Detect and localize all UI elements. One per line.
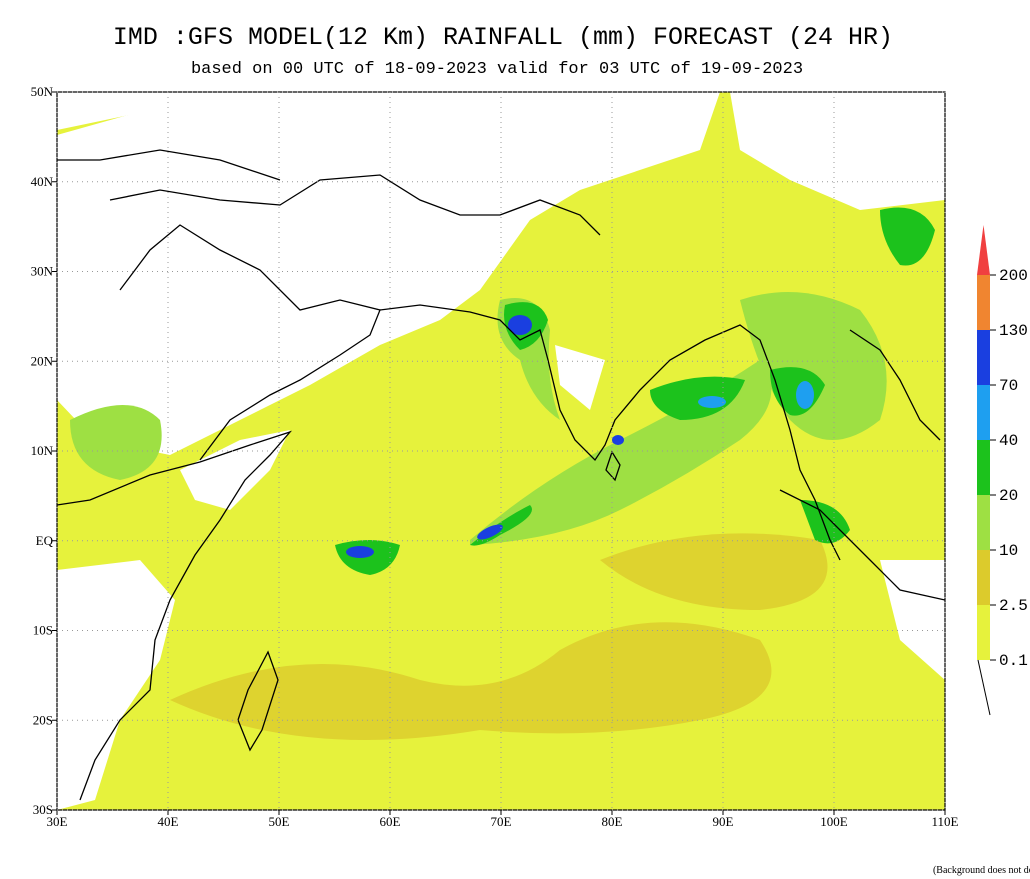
moderate-rain	[70, 405, 162, 480]
legend-label: 40	[999, 432, 1018, 450]
coastline	[109, 174, 601, 236]
heavy-rain	[800, 500, 850, 544]
x-tick-label: 60E	[380, 814, 401, 829]
legend: 0.1 2.5 10 20 40 70 130 200	[977, 225, 1028, 670]
very-heavy-rain	[796, 381, 814, 409]
dry-area	[57, 92, 720, 455]
light-rain	[170, 622, 772, 740]
legend-label: 200	[999, 267, 1028, 285]
very-heavy-rain	[477, 524, 503, 540]
very-heavy-rain	[698, 396, 726, 408]
light-rain	[600, 533, 828, 610]
very-heavy-rain	[508, 315, 532, 335]
y-tick-label: 10S	[33, 623, 53, 638]
legend-box	[977, 385, 990, 440]
dry-area	[730, 92, 945, 210]
dry-area	[880, 560, 945, 680]
axes: 30E 40E 50E 60E 70E 80E 90E 100E 110E 50N 40N 30N 20…	[31, 84, 959, 829]
y-tick-label: EQ	[36, 533, 54, 548]
legend-label: 130	[999, 322, 1028, 340]
legend-arrow	[977, 225, 990, 275]
subtitle: based on 00 UTC of 18-09-2023 valid for …	[191, 60, 803, 79]
x-tick-label: 110E	[932, 814, 959, 829]
title: IMD :GFS MODEL(12 Km) RAINFALL (mm) FORE…	[113, 23, 893, 52]
coastline	[779, 489, 945, 601]
coastline	[379, 304, 841, 561]
moderate-rain	[740, 292, 887, 440]
y-tick-label: 30N	[31, 264, 54, 279]
dry-area	[180, 430, 290, 510]
y-tick-label: 10N	[31, 443, 54, 458]
coastline	[57, 430, 293, 801]
coastline	[849, 329, 941, 441]
x-tick-label: 50E	[269, 814, 290, 829]
dry-area	[57, 92, 240, 130]
x-tick-label: 70E	[491, 814, 512, 829]
x-tick-label: 40E	[158, 814, 179, 829]
legend-label: 10	[999, 542, 1018, 560]
x-tick-label: 100E	[820, 814, 848, 829]
dry-area	[57, 560, 175, 810]
legend-label: 20	[999, 487, 1018, 505]
legend-box	[977, 550, 990, 605]
x-tick-label: 80E	[602, 814, 623, 829]
y-tick-label: 40N	[31, 174, 54, 189]
heavy-rain	[880, 207, 935, 266]
heavy-rain	[650, 376, 745, 420]
y-tick-label: 20S	[33, 712, 53, 727]
legend-box	[977, 330, 990, 385]
coastline	[605, 450, 621, 482]
y-tick-label: 50N	[31, 84, 54, 99]
x-tick-label: 30E	[47, 814, 68, 829]
legend-label: 2.5	[999, 597, 1028, 615]
y-tick-label: 30S	[33, 802, 53, 817]
legend-box	[977, 495, 990, 550]
coastline	[237, 650, 279, 752]
legend-pointer	[977, 659, 991, 716]
very-heavy-rain	[346, 546, 374, 558]
legend-box	[977, 440, 990, 495]
footnote: (Background does not depict political bo…	[933, 865, 1030, 876]
coastline	[57, 149, 281, 181]
legend-label: 0.1	[999, 652, 1028, 670]
legend-box	[977, 275, 990, 330]
coastline	[119, 224, 381, 461]
y-tick-label: 20N	[31, 353, 54, 368]
very-heavy-rain	[612, 435, 624, 445]
x-tick-label: 90E	[713, 814, 734, 829]
legend-label: 70	[999, 377, 1018, 395]
legend-box	[977, 605, 990, 660]
